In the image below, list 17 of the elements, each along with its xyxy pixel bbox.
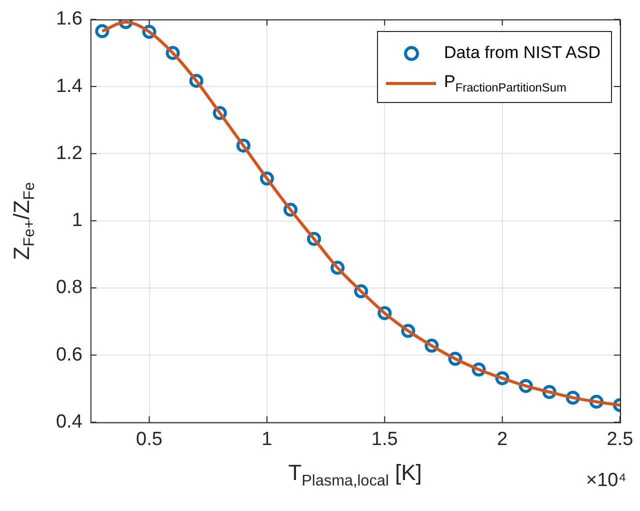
y-tick-label: 1 <box>72 210 82 232</box>
y-tick-label: 0.6 <box>56 344 82 366</box>
x-tick-label: 2 <box>497 428 508 450</box>
y-tick-label: 0.8 <box>56 277 82 298</box>
y-tick-label: 0.4 <box>56 411 83 432</box>
x-axis-title: T$_{Plasma,local}$ [K] <box>288 460 422 491</box>
x-tick-label: 0.5 <box>136 428 162 450</box>
legend-label: Data from NIST ASD <box>444 43 601 64</box>
x-tick-label: 1 <box>262 428 272 450</box>
legend-label: P$_{FractionPartitionSum}$ <box>444 72 566 95</box>
point <box>95 24 110 38</box>
x-tick-label: 2.5 <box>606 428 634 450</box>
y-tick-label: 1.6 <box>56 8 82 30</box>
text: ×10⁴ <box>586 470 626 492</box>
y-tick-label: 1.4 <box>56 76 83 97</box>
y-tick-label: 1.2 <box>56 142 82 164</box>
x-tick-label: 1.5 <box>371 428 398 450</box>
